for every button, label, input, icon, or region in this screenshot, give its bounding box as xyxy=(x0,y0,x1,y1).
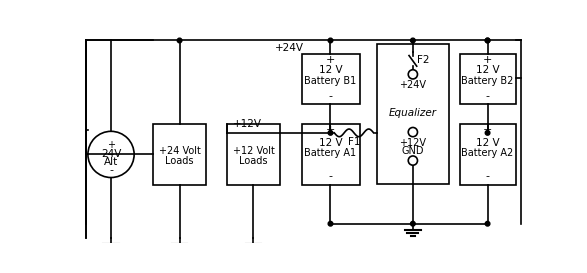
Circle shape xyxy=(408,156,417,165)
Text: Loads: Loads xyxy=(166,156,194,166)
Text: -: - xyxy=(109,165,113,175)
Text: GND: GND xyxy=(402,146,424,156)
Text: +12 Volt: +12 Volt xyxy=(232,146,274,156)
Text: Battery B2: Battery B2 xyxy=(461,76,514,85)
Text: 12 V: 12 V xyxy=(475,66,500,76)
Circle shape xyxy=(328,130,333,135)
Bar xyxy=(227,124,279,185)
Text: -: - xyxy=(485,91,490,101)
Text: 12 V: 12 V xyxy=(319,138,342,148)
Circle shape xyxy=(485,38,490,43)
Text: 12 V: 12 V xyxy=(475,138,500,148)
Bar xyxy=(460,124,516,185)
Text: Battery A2: Battery A2 xyxy=(461,148,514,158)
Circle shape xyxy=(328,221,333,226)
Circle shape xyxy=(410,221,415,226)
Circle shape xyxy=(408,127,417,137)
Bar xyxy=(460,54,516,103)
Text: +: + xyxy=(326,125,335,135)
Circle shape xyxy=(177,38,182,43)
Text: +24 Volt: +24 Volt xyxy=(158,146,201,156)
Text: -: - xyxy=(329,171,332,181)
Bar xyxy=(377,43,449,185)
Text: +: + xyxy=(483,125,492,135)
Text: +12V: +12V xyxy=(399,138,426,148)
Circle shape xyxy=(408,70,417,79)
Circle shape xyxy=(485,130,490,135)
Text: -: - xyxy=(329,91,332,101)
Text: +: + xyxy=(107,140,115,150)
Text: +: + xyxy=(483,55,492,65)
Text: -: - xyxy=(485,171,490,181)
Text: Loads: Loads xyxy=(239,156,268,166)
Text: +12V: +12V xyxy=(233,119,262,129)
Text: Battery B1: Battery B1 xyxy=(304,76,357,85)
Text: +24V: +24V xyxy=(399,80,426,90)
Text: +: + xyxy=(326,55,335,65)
Text: Battery A1: Battery A1 xyxy=(305,148,356,158)
Circle shape xyxy=(410,38,415,43)
Bar xyxy=(302,54,360,103)
Text: F2: F2 xyxy=(417,55,429,65)
Text: 12 V: 12 V xyxy=(319,66,342,76)
Text: Alt: Alt xyxy=(104,157,118,167)
Text: +24V: +24V xyxy=(275,43,304,53)
Text: Equalizer: Equalizer xyxy=(389,108,437,118)
Circle shape xyxy=(328,38,333,43)
Text: F1: F1 xyxy=(348,137,360,147)
Bar xyxy=(302,124,360,185)
Circle shape xyxy=(485,38,490,43)
Circle shape xyxy=(485,221,490,226)
Text: 24V: 24V xyxy=(101,149,122,159)
Bar xyxy=(153,124,205,185)
